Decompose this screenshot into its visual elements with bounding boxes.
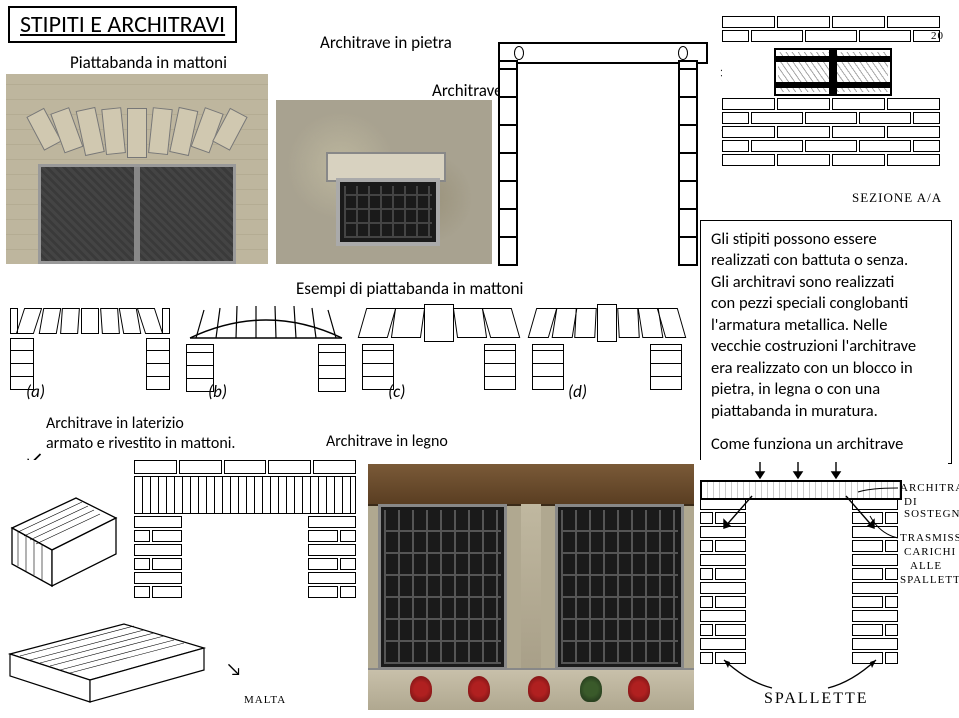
info-link[interactable]: Come funziona un architrave — [711, 434, 941, 455]
photo-legno — [368, 464, 694, 710]
photo-piattabanda — [6, 74, 268, 264]
diagram-esempi-row: (a) (b) (c) — [10, 302, 690, 402]
caption-laterizio: Architrave in laterizio armato e rivesti… — [46, 414, 235, 454]
label-arch-pietra: Architrave in pietra — [320, 32, 452, 53]
caption-legno: Architrave in legno — [326, 432, 448, 452]
diagram-laterizio: MALTA ↘ — [4, 460, 364, 710]
label-sezione: SEZIONE A/A — [852, 190, 942, 206]
info-box: Gli stipiti possono essere realizzati co… — [700, 220, 952, 464]
diagram-sezione: 20 — [722, 16, 940, 200]
label-piattabanda: Piattabanda in mattoni — [70, 52, 227, 73]
photo-arch-pietra — [276, 100, 492, 264]
label-esempi: Esempi di piattabanda in mattoni — [296, 278, 523, 299]
diagram-arch-ferro: ↕ — [498, 22, 708, 262]
page-title: STIPITI E ARCHITRAVI — [8, 6, 237, 43]
diagram-spallette: ARCHITRAVE DI SOSTEGNO TRASMISSIONE CARI… — [700, 460, 948, 710]
